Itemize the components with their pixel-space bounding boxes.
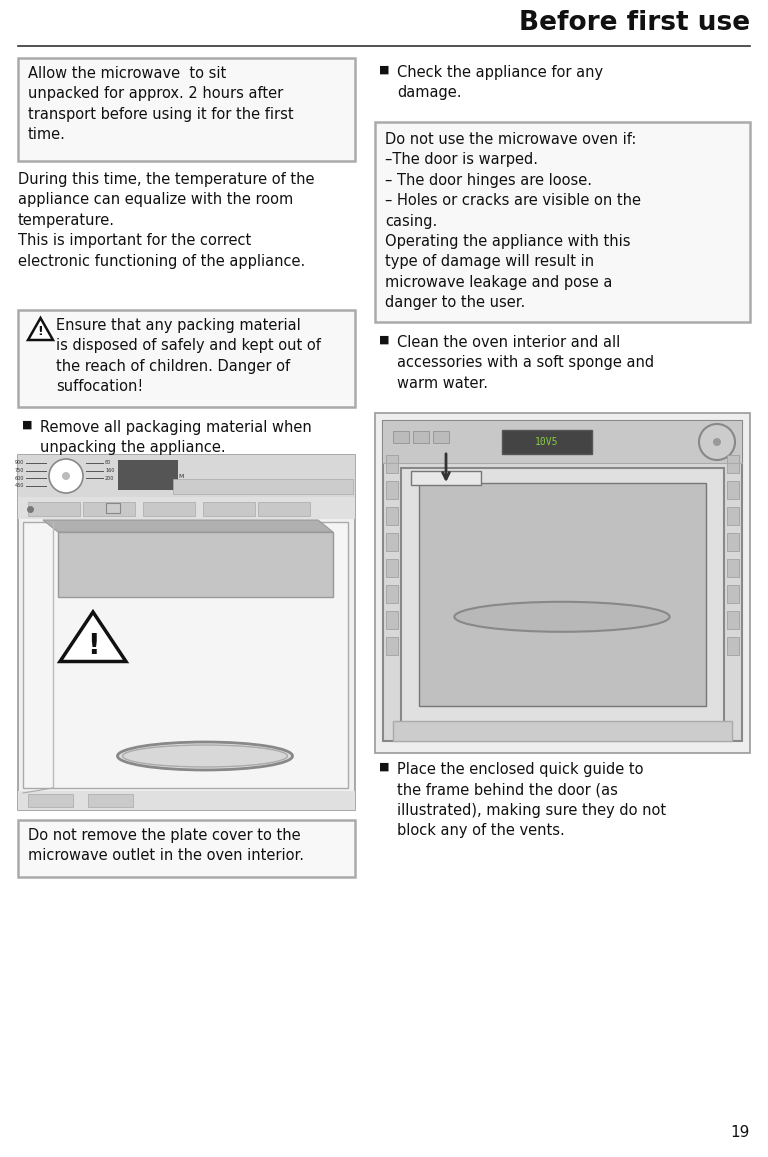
Text: !: ! [87, 632, 99, 661]
Text: ■: ■ [379, 762, 389, 772]
Polygon shape [60, 612, 126, 662]
Circle shape [699, 423, 735, 460]
FancyBboxPatch shape [258, 502, 310, 516]
FancyBboxPatch shape [411, 471, 481, 485]
Text: Ensure that any packing material
is disposed of safely and kept out of
the reach: Ensure that any packing material is disp… [56, 318, 321, 395]
FancyBboxPatch shape [143, 502, 195, 516]
FancyBboxPatch shape [727, 638, 739, 655]
Circle shape [713, 439, 721, 445]
FancyBboxPatch shape [386, 611, 398, 629]
FancyBboxPatch shape [18, 791, 355, 810]
FancyBboxPatch shape [727, 611, 739, 629]
FancyBboxPatch shape [18, 455, 355, 810]
Text: 200: 200 [105, 476, 114, 480]
Text: !: ! [38, 325, 43, 338]
FancyBboxPatch shape [413, 432, 429, 443]
FancyBboxPatch shape [727, 455, 739, 473]
Ellipse shape [455, 602, 670, 632]
FancyBboxPatch shape [386, 481, 398, 499]
Polygon shape [43, 519, 333, 532]
FancyBboxPatch shape [727, 585, 739, 603]
FancyBboxPatch shape [727, 559, 739, 577]
Ellipse shape [118, 742, 293, 771]
Text: 750: 750 [15, 467, 24, 473]
Text: 160: 160 [105, 467, 114, 473]
FancyBboxPatch shape [502, 430, 592, 454]
FancyBboxPatch shape [433, 432, 449, 443]
FancyBboxPatch shape [727, 481, 739, 499]
Circle shape [62, 472, 70, 480]
FancyBboxPatch shape [375, 121, 750, 322]
FancyBboxPatch shape [106, 503, 120, 513]
FancyBboxPatch shape [83, 502, 135, 516]
FancyBboxPatch shape [28, 502, 80, 516]
FancyBboxPatch shape [386, 638, 398, 655]
Text: 450: 450 [15, 482, 24, 488]
FancyBboxPatch shape [393, 432, 409, 443]
FancyBboxPatch shape [386, 455, 398, 473]
Text: ■: ■ [379, 65, 389, 75]
FancyBboxPatch shape [173, 479, 353, 494]
FancyBboxPatch shape [386, 533, 398, 551]
FancyBboxPatch shape [118, 460, 178, 491]
Polygon shape [28, 318, 53, 340]
Text: Do not remove the plate cover to the
microwave outlet in the oven interior.: Do not remove the plate cover to the mic… [28, 828, 304, 863]
FancyBboxPatch shape [23, 522, 348, 788]
Text: 10V5: 10V5 [535, 437, 559, 447]
Text: 900: 900 [15, 460, 24, 465]
FancyBboxPatch shape [386, 507, 398, 525]
FancyBboxPatch shape [727, 533, 739, 551]
Ellipse shape [123, 745, 287, 767]
FancyBboxPatch shape [88, 794, 133, 806]
FancyBboxPatch shape [383, 421, 742, 463]
FancyBboxPatch shape [18, 820, 355, 877]
Text: ■: ■ [22, 420, 32, 430]
Text: 80: 80 [105, 460, 111, 465]
Text: M: M [178, 474, 184, 479]
FancyBboxPatch shape [18, 498, 355, 519]
Text: Check the appliance for any
damage.: Check the appliance for any damage. [397, 65, 603, 101]
Text: Allow the microwave  to sit
unpacked for approx. 2 hours after
transport before : Allow the microwave to sit unpacked for … [28, 66, 293, 142]
FancyBboxPatch shape [383, 421, 742, 740]
FancyBboxPatch shape [28, 794, 73, 806]
Text: Place the enclosed quick guide to
the frame behind the door (as
illustrated), ma: Place the enclosed quick guide to the fr… [397, 762, 666, 838]
FancyBboxPatch shape [419, 482, 706, 706]
Text: 19: 19 [730, 1125, 750, 1140]
Text: During this time, the temperature of the
appliance can equalize with the room
te: During this time, the temperature of the… [18, 172, 315, 268]
Text: Clean the oven interior and all
accessories with a soft sponge and
warm water.: Clean the oven interior and all accessor… [397, 336, 654, 391]
Circle shape [49, 459, 83, 493]
FancyBboxPatch shape [386, 559, 398, 577]
Text: Remove all packaging material when
unpacking the appliance.: Remove all packaging material when unpac… [40, 420, 312, 456]
FancyBboxPatch shape [393, 721, 732, 740]
FancyBboxPatch shape [18, 58, 355, 161]
FancyBboxPatch shape [727, 507, 739, 525]
FancyBboxPatch shape [203, 502, 255, 516]
FancyBboxPatch shape [386, 585, 398, 603]
FancyBboxPatch shape [18, 310, 355, 407]
FancyBboxPatch shape [401, 467, 724, 725]
FancyBboxPatch shape [375, 413, 750, 753]
Text: 600: 600 [15, 476, 24, 480]
FancyBboxPatch shape [18, 455, 355, 498]
Text: Do not use the microwave oven if:
–The door is warped.
– The door hinges are loo: Do not use the microwave oven if: –The d… [385, 132, 641, 310]
Text: Before first use: Before first use [519, 10, 750, 36]
FancyBboxPatch shape [58, 532, 333, 597]
Text: ■: ■ [379, 336, 389, 345]
